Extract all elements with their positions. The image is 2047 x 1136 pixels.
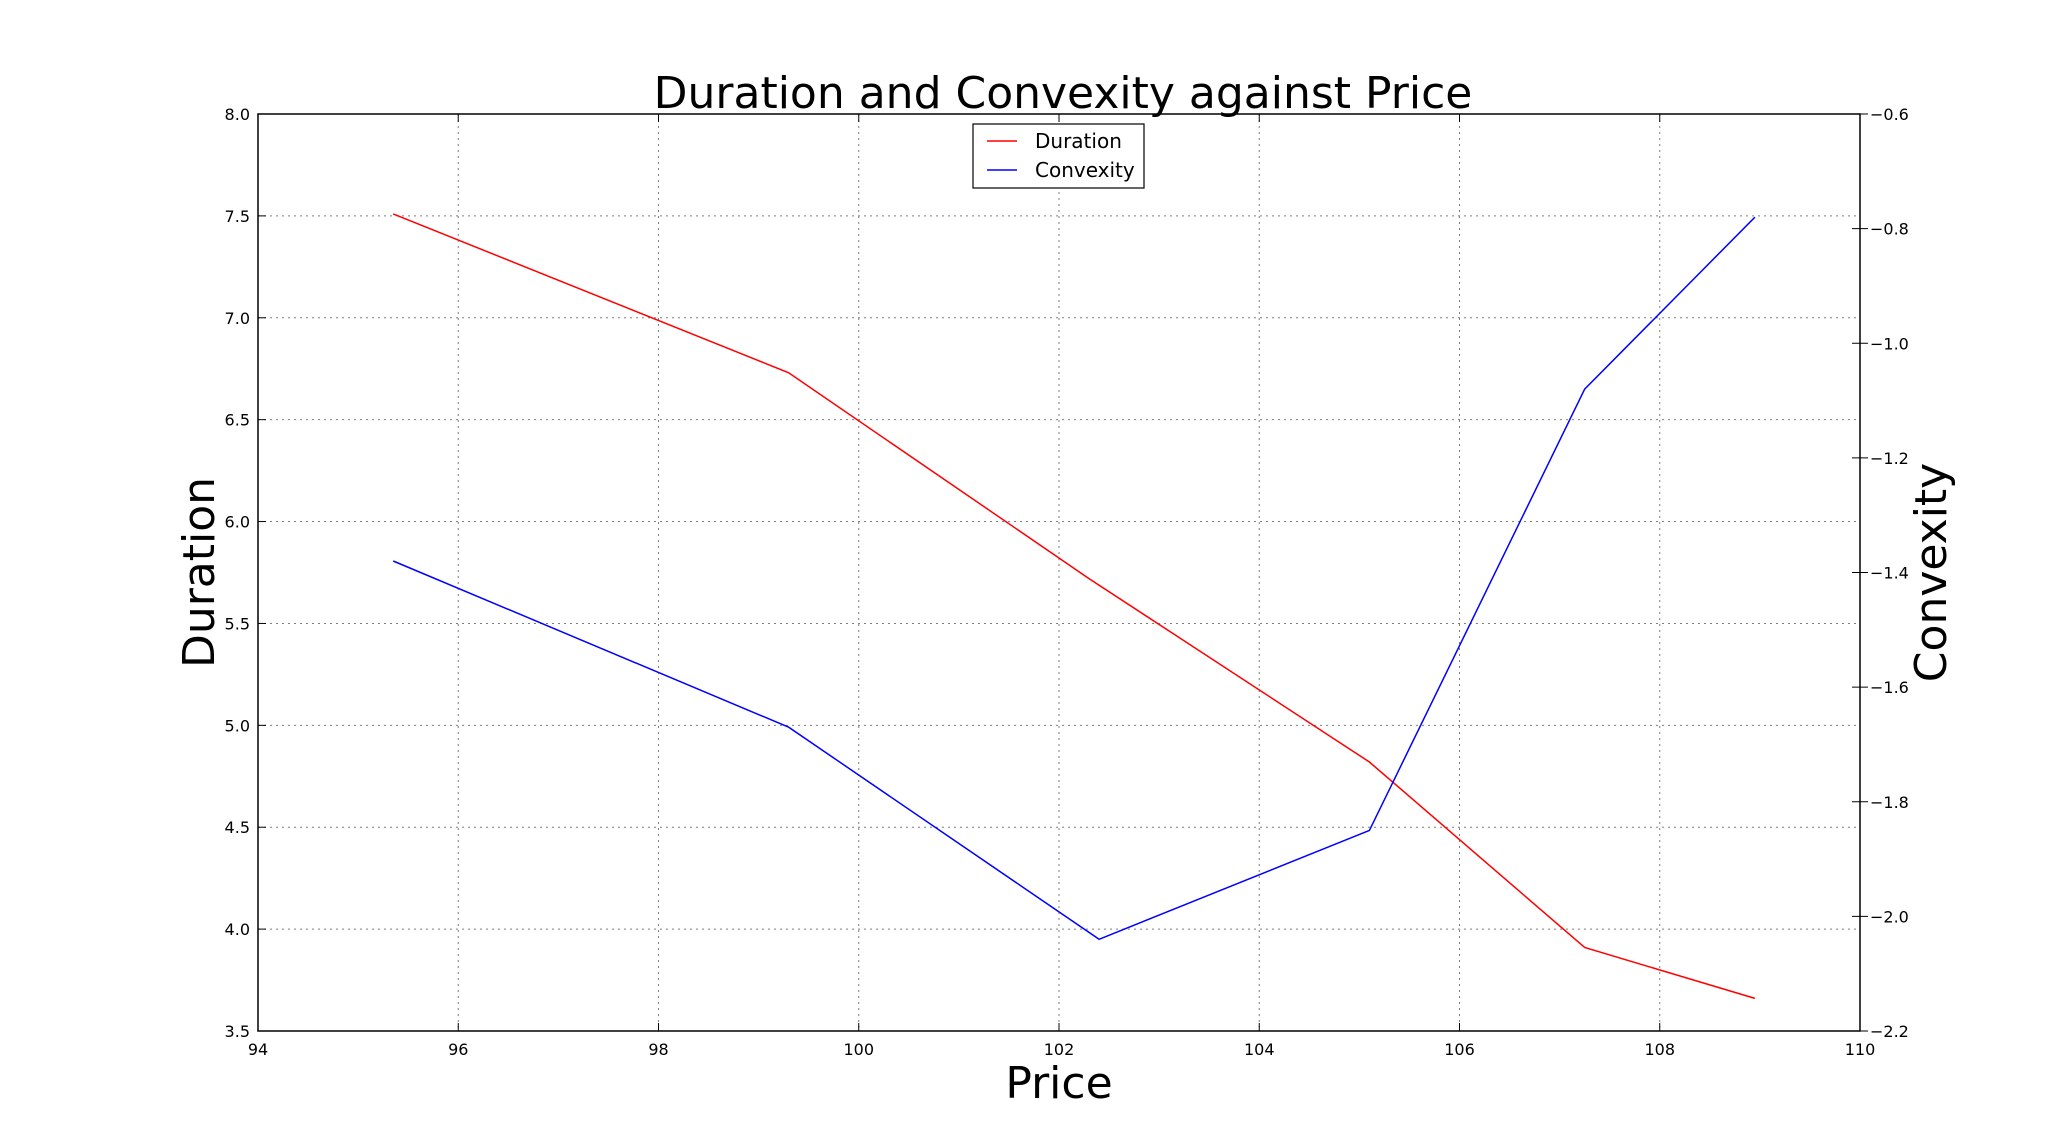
x-tick-label: 108	[1644, 1040, 1675, 1059]
y-tick-label: 7.5	[225, 207, 250, 226]
y2-tick-label: −1.4	[1870, 564, 1909, 583]
series-line-convexity	[392, 216, 1756, 941]
x-tick-label: 96	[448, 1040, 468, 1059]
x-axis-title: Price	[1005, 1058, 1112, 1109]
x-tick-label: 98	[648, 1040, 668, 1059]
x-tick-label: 94	[248, 1040, 268, 1059]
series-line-duration	[392, 213, 1756, 1000]
y-axis-title: Duration	[174, 477, 225, 668]
y-tick-label: 5.5	[225, 614, 250, 633]
y2-tick-label: −1.6	[1870, 678, 1909, 697]
y-tick-label: 3.5	[225, 1022, 250, 1041]
y2-tick-label: −1.0	[1870, 334, 1909, 353]
x-tick-label: 102	[1044, 1040, 1075, 1059]
y-tick-label: 8.0	[225, 105, 250, 124]
legend-box	[972, 123, 1145, 189]
y2-tick-label: −2.0	[1870, 907, 1909, 926]
y2-tick-label: −1.2	[1870, 449, 1909, 468]
y2-tick-label: −1.8	[1870, 793, 1909, 812]
x-tick-label: 106	[1444, 1040, 1475, 1059]
ticks: 94 96 98 100 102 104 106 108 110 3.5 4.0 4.5 5.0 5.5 6…	[225, 105, 1909, 1059]
y-tick-label: 6.0	[225, 513, 250, 532]
y2-tick-label: −0.8	[1870, 220, 1909, 239]
y2-axis-title: Convexity	[1906, 463, 1957, 682]
legend-label-convexity: Convexity	[1035, 158, 1135, 182]
y2-tick-label: −0.6	[1870, 105, 1909, 124]
chart-title: Duration and Convexity against Price	[654, 68, 1473, 119]
x-tick-label: 100	[843, 1040, 874, 1059]
series-layer	[392, 213, 1756, 1000]
y-tick-label: 4.0	[225, 920, 250, 939]
y-tick-label: 6.5	[225, 411, 250, 430]
y-tick-label: 7.0	[225, 309, 250, 328]
y2-tick-label: −2.2	[1870, 1022, 1909, 1041]
y-tick-label: 4.5	[225, 818, 250, 837]
legend-label-duration: Duration	[1035, 129, 1122, 153]
legend: Duration Convexity	[972, 123, 1145, 189]
x-tick-label: 110	[1845, 1040, 1876, 1059]
y-tick-label: 5.0	[225, 716, 250, 735]
x-tick-label: 104	[1244, 1040, 1275, 1059]
